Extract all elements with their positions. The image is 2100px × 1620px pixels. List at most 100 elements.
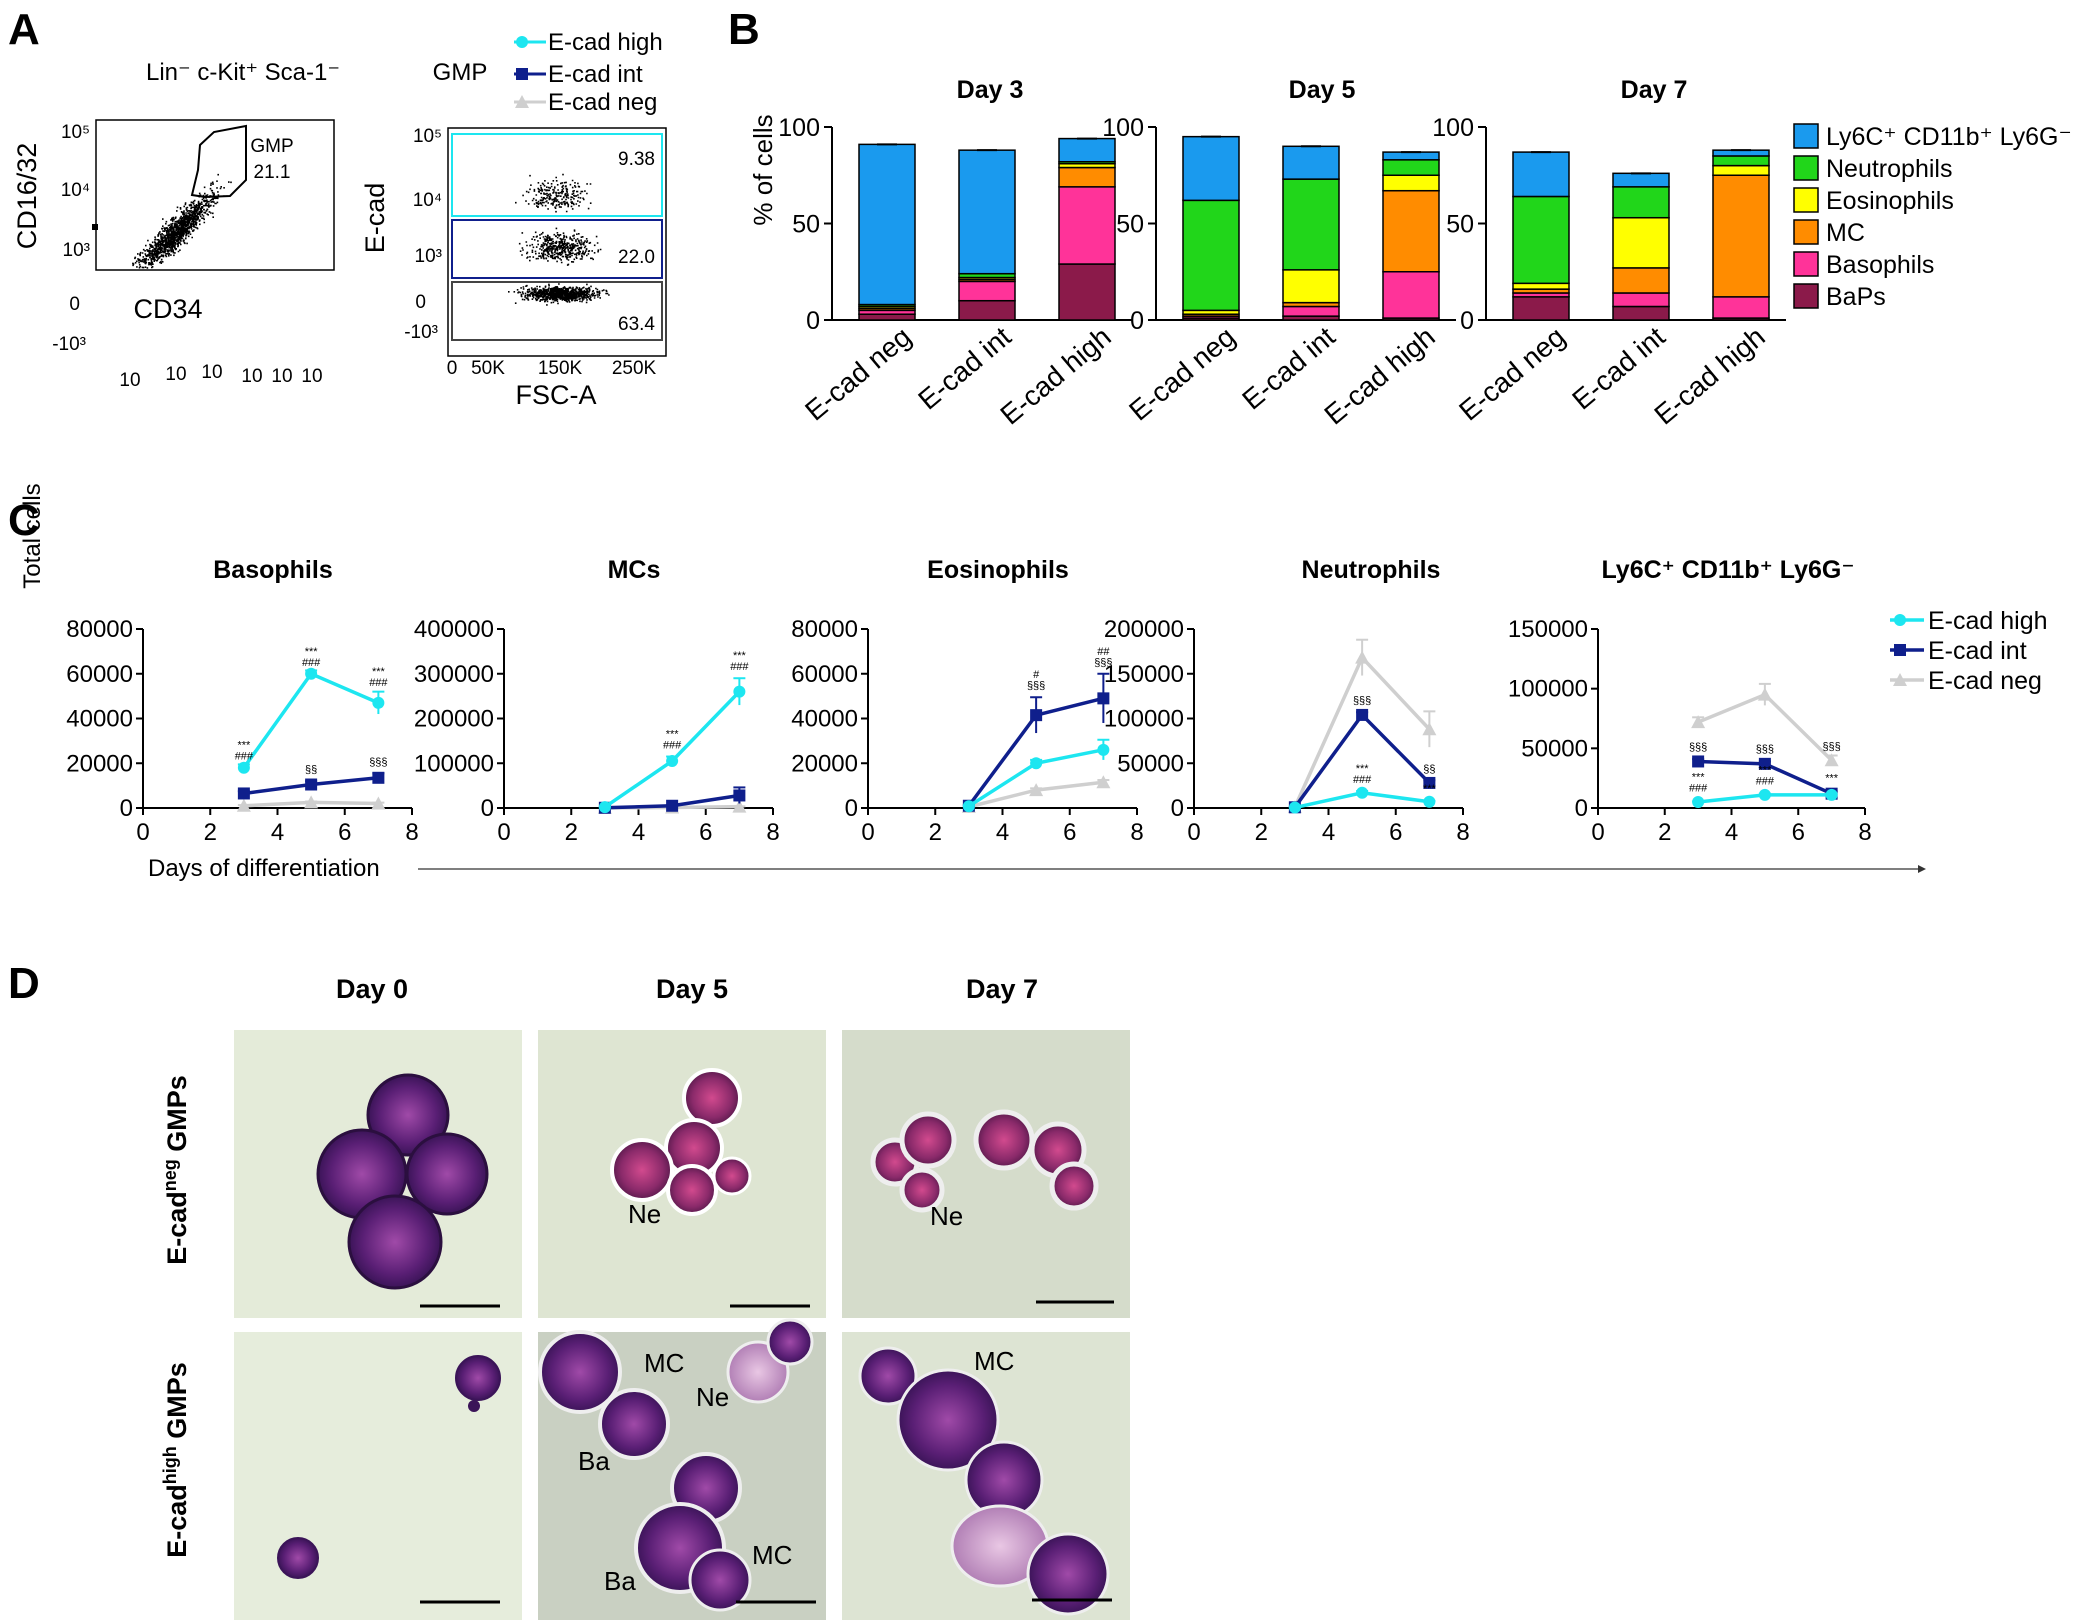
flow-plot-2-xtick: 0 [447, 358, 458, 379]
gmp-gate-value: 21.1 [254, 162, 291, 183]
legend-marker [1893, 673, 1907, 686]
x-tick-label: 2 [1658, 819, 1671, 846]
significance-label: *** [666, 729, 680, 741]
y-tick-label: 0 [1575, 795, 1588, 822]
significance-label: *** [1423, 783, 1437, 795]
bar-segment [1058, 186, 1116, 265]
gate-high [451, 133, 663, 217]
bar-segment [1512, 195, 1570, 285]
flow-plot-2-ytick: 10⁵ [413, 126, 442, 147]
bar-segment [1612, 292, 1670, 308]
legend-label: E-cad int [1928, 637, 2027, 665]
x-tick-label: 6 [1063, 819, 1076, 846]
bar-segment [858, 313, 916, 321]
flow-plot-2-ytick: -10³ [404, 322, 438, 343]
category-label: E-cad neg [1453, 321, 1571, 427]
data-point [1029, 783, 1044, 797]
cell-cluster [858, 1346, 1110, 1616]
y-tick-label: 200000 [1104, 616, 1184, 643]
flow-plot-1-xtick: 10 [271, 366, 292, 387]
data-point [1825, 788, 1838, 801]
y-tick-label: 0 [1460, 307, 1474, 335]
gate-neg-value: 63.4 [618, 314, 655, 335]
significance-label: *** [1758, 764, 1772, 776]
legend-label: BaPs [1826, 283, 1886, 311]
gate-high-value: 9.38 [618, 149, 655, 170]
legend-marker-neg [515, 95, 529, 108]
y-tick-label: 0 [1171, 795, 1184, 822]
data-point [1097, 692, 1110, 705]
y-tick-label: 50000 [1117, 750, 1184, 777]
flow-plot-1-xtick: 10 [241, 366, 262, 387]
y-tick-label: 20000 [791, 750, 858, 777]
data-point [236, 798, 251, 812]
flow-plot-1-xtick: 10 [301, 366, 322, 387]
bar-segment [1058, 166, 1116, 188]
significance-label: *** [1692, 772, 1706, 784]
significance-label: # [1033, 669, 1040, 681]
legend-swatch [1793, 187, 1819, 213]
x-tick-label: 6 [1792, 819, 1805, 846]
data-point [666, 755, 679, 768]
column-day5: Day 5 [656, 974, 728, 1004]
flow-plot-1-events [92, 173, 232, 269]
x-tick-label: 4 [271, 819, 284, 846]
y-tick-label: 40000 [791, 706, 858, 733]
x-tick-label: 6 [699, 819, 712, 846]
event-dots [508, 173, 610, 306]
bar-segment [1612, 305, 1670, 321]
cell-label: Ne [930, 1201, 963, 1231]
y-tick-label: 80000 [66, 616, 133, 643]
bar-segment [1712, 164, 1770, 177]
data-point [733, 685, 746, 698]
y-tick-label: 100 [1102, 114, 1144, 142]
significance-label: §§§ [1822, 741, 1840, 753]
significance-label: *** [372, 666, 386, 678]
line-chart-5: Ly6C⁺ CD11b⁺ Ly6G⁻ 0 50000 100000 150000 0 2 4 6… [1508, 556, 1872, 846]
legend-swatch [1793, 219, 1819, 245]
legend-swatch [1793, 283, 1819, 309]
line-chart-title: Neutrophils [1302, 556, 1441, 584]
line-chart-title: MCs [608, 556, 661, 584]
significance-label: ### [663, 740, 682, 752]
y-tick-label: 100000 [1508, 676, 1588, 703]
significance-label: *** [1356, 763, 1370, 775]
y-tick-label: 0 [1130, 307, 1144, 335]
x-tick-label: 0 [861, 819, 874, 846]
data-point [962, 800, 975, 813]
gate-neg [451, 281, 663, 341]
significance-label: §§§ [1094, 657, 1112, 669]
flow-legend-high: E-cad high [548, 29, 663, 56]
legend-label: Eosinophils [1826, 187, 1954, 215]
y-tick-label: 80000 [791, 616, 858, 643]
legend-swatch [1793, 123, 1819, 149]
bar-segment [1382, 159, 1440, 176]
x-tick-label: 8 [1858, 819, 1871, 846]
data-point [1824, 753, 1839, 767]
data-point [666, 799, 679, 812]
data-point [1423, 795, 1436, 808]
cell-cluster [316, 1073, 489, 1290]
legend-marker-high [516, 36, 528, 48]
data-point [1030, 709, 1043, 722]
x-tick-label: 4 [1322, 819, 1335, 846]
y-tick-label: 20000 [66, 750, 133, 777]
data-point [1356, 708, 1369, 721]
y-tick-label: 100 [778, 114, 820, 142]
bar-segment [858, 143, 916, 306]
x-tick-label: 0 [1591, 819, 1604, 846]
bar-segment [1182, 135, 1240, 202]
significance-label: ### [1689, 783, 1708, 795]
line-chart-title: Basophils [213, 556, 332, 584]
y-tick-label: 60000 [66, 661, 133, 688]
bar-segment [1512, 296, 1570, 321]
x-tick-label: 2 [929, 819, 942, 846]
flow-plot-1: Lin⁻ c-Kit⁺ Sca-1⁻ GMP 21.1 CD16/32 CD34… [12, 59, 340, 391]
bar-segment [1712, 174, 1770, 298]
y-tick-label: 50000 [1521, 735, 1588, 762]
days-arrow-head [1918, 865, 1926, 873]
